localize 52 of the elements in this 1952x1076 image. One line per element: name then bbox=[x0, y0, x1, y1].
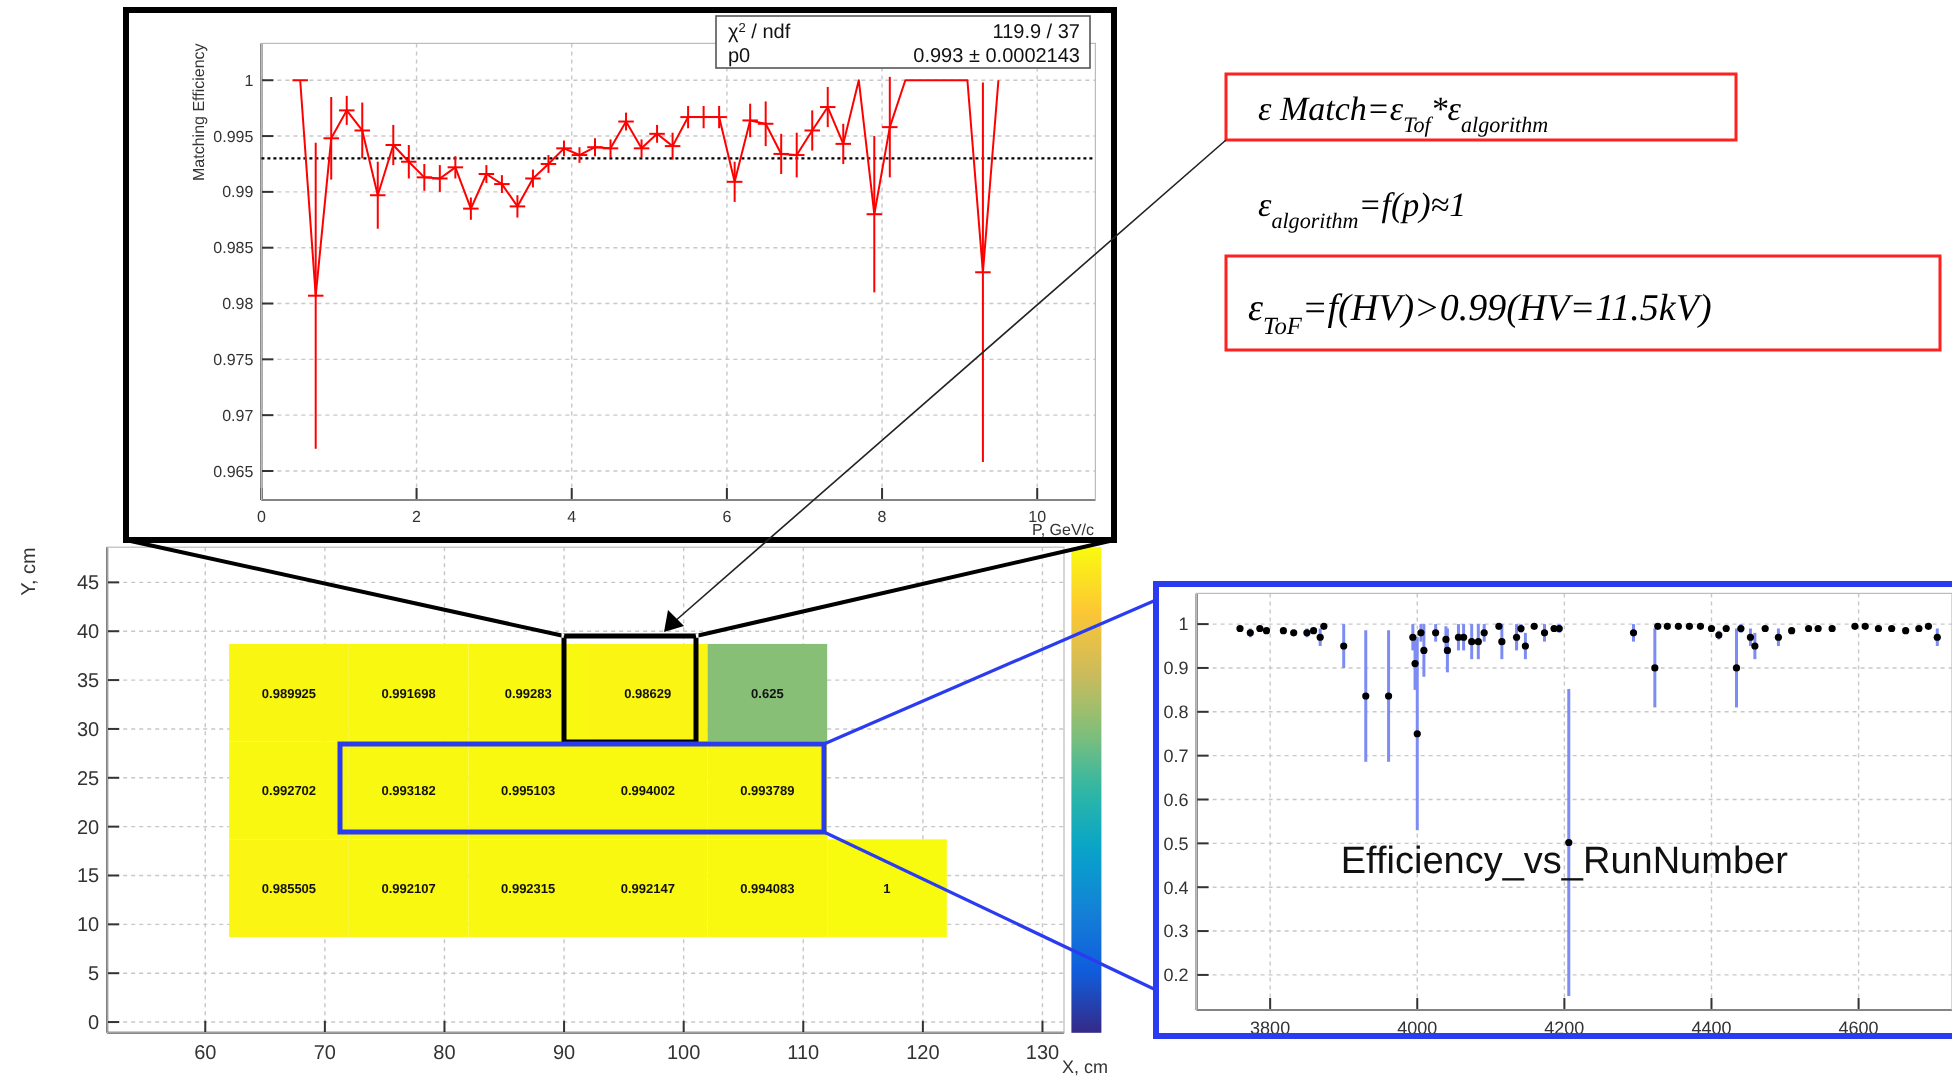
y-tick-label: 0.965 bbox=[213, 462, 255, 481]
y-tick-label: 15 bbox=[76, 866, 101, 889]
annotation: 119.9 / 37 bbox=[992, 22, 1081, 44]
x-axis-title: P, GeV/c bbox=[1032, 521, 1094, 539]
y-tick-label: 5 bbox=[88, 964, 101, 987]
annotation: p0 bbox=[728, 46, 752, 68]
x-tick-label: 80 bbox=[433, 1042, 457, 1065]
x-tick-label: 110 bbox=[787, 1042, 821, 1065]
x-axis-title: X, cm bbox=[1061, 1057, 1108, 1076]
text: ε Match=ε$_{Tof}$*ε$_{algorithm}$ bbox=[1258, 90, 1549, 138]
y-tick-label: 0.99 bbox=[222, 183, 255, 202]
y-tick-label: 0.985 bbox=[213, 239, 255, 258]
y-axis-title: Y, cm bbox=[19, 547, 42, 596]
y-tick-label: 25 bbox=[76, 768, 101, 791]
x-tick-label: 90 bbox=[552, 1042, 577, 1065]
y-tick-label: 35 bbox=[76, 671, 101, 694]
y-tick-label: 0.2 bbox=[1163, 965, 1189, 986]
annotation: 0.993 ± 0.0002143 bbox=[913, 46, 1081, 68]
text: ε$_{ToF}$=f(HV)>0.99(HV=11.5kV) bbox=[1248, 288, 1712, 340]
x-tick-label: 10 bbox=[1028, 508, 1048, 526]
y-tick-label: 40 bbox=[76, 622, 101, 645]
y-tick-label: 0.5 bbox=[1163, 833, 1189, 854]
y-tick-label: 0.9 bbox=[1163, 658, 1189, 679]
x-tick-label: 8 bbox=[877, 508, 888, 526]
x-tick-label: 70 bbox=[313, 1042, 337, 1065]
x-tick-label: 100 bbox=[666, 1042, 702, 1065]
y-tick-label: 0.995 bbox=[213, 127, 255, 146]
x-tick-label: 2 bbox=[412, 508, 423, 526]
y-tick-label: 0.3 bbox=[1163, 921, 1189, 942]
y-tick-label: 0.98 bbox=[222, 295, 255, 314]
y-tick-label: 0.6 bbox=[1163, 789, 1189, 810]
x-tick-label: 130 bbox=[1025, 1042, 1061, 1065]
y-tick-label: 0.8 bbox=[1163, 702, 1189, 723]
y-tick-label: 1 bbox=[1178, 614, 1189, 635]
x-tick-label: 120 bbox=[906, 1042, 941, 1065]
y-tick-label: 30 bbox=[76, 719, 101, 742]
y-tick-label: 10 bbox=[76, 915, 101, 938]
x-tick-label: 60 bbox=[194, 1042, 218, 1065]
text: Efficiency_vs_RunNumber bbox=[1340, 840, 1790, 883]
y-tick-label: 0.7 bbox=[1163, 745, 1189, 766]
y-tick-label: 0.97 bbox=[222, 406, 255, 425]
y-tick-label: 1 bbox=[244, 71, 255, 90]
text: ε$_{algorithm}$=f(p)≈1 bbox=[1258, 186, 1467, 234]
y-tick-label: 20 bbox=[76, 817, 101, 840]
y-axis-title: Matching Efficiency bbox=[189, 43, 208, 181]
x-tick-label: 4 bbox=[567, 508, 578, 526]
annotation: χ$^{2}$ / ndf bbox=[728, 21, 791, 44]
y-tick-label: 0.975 bbox=[213, 350, 255, 369]
x-tick-label: 6 bbox=[722, 508, 733, 526]
x-tick-label: 0 bbox=[256, 508, 267, 526]
y-tick-label: 0.4 bbox=[1163, 877, 1189, 898]
y-tick-label: 45 bbox=[76, 573, 101, 596]
